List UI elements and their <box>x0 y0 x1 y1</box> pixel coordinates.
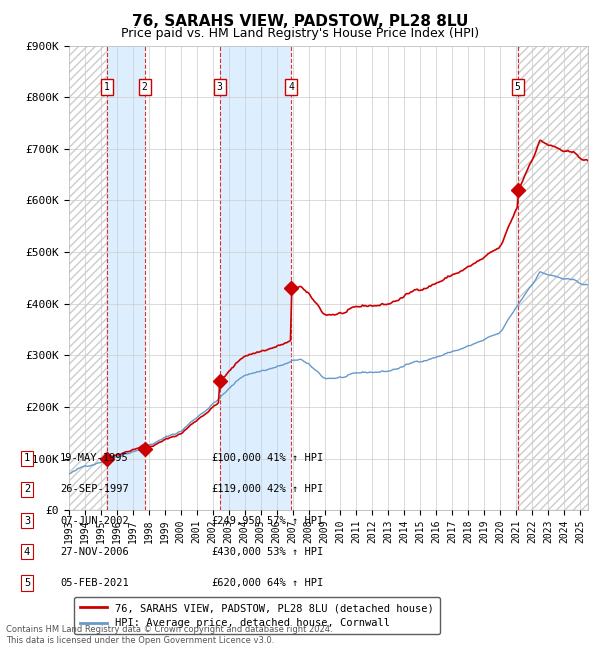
Bar <box>107 46 145 510</box>
Text: 57% ↑ HPI: 57% ↑ HPI <box>267 515 323 526</box>
Bar <box>518 46 588 510</box>
Text: 27-NOV-2006: 27-NOV-2006 <box>60 547 129 557</box>
Text: 1: 1 <box>104 82 110 92</box>
Bar <box>69 46 107 510</box>
Text: 5: 5 <box>24 578 30 588</box>
Text: 76, SARAHS VIEW, PADSTOW, PL28 8LU: 76, SARAHS VIEW, PADSTOW, PL28 8LU <box>132 14 468 29</box>
Text: £620,000: £620,000 <box>211 578 261 588</box>
Text: Contains HM Land Registry data © Crown copyright and database right 2024.
This d: Contains HM Land Registry data © Crown c… <box>6 625 332 645</box>
Text: 3: 3 <box>217 82 223 92</box>
Bar <box>291 46 518 510</box>
Text: £100,000: £100,000 <box>211 453 261 463</box>
Text: 05-FEB-2021: 05-FEB-2021 <box>60 578 129 588</box>
Text: 5: 5 <box>515 82 521 92</box>
Text: 2: 2 <box>24 484 30 495</box>
Bar <box>145 46 220 510</box>
Text: 2: 2 <box>142 82 148 92</box>
Text: 19-MAY-1995: 19-MAY-1995 <box>60 453 129 463</box>
Text: 07-JUN-2002: 07-JUN-2002 <box>60 515 129 526</box>
Text: 41% ↑ HPI: 41% ↑ HPI <box>267 453 323 463</box>
Text: £430,000: £430,000 <box>211 547 261 557</box>
Text: 3: 3 <box>24 515 30 526</box>
Text: 53% ↑ HPI: 53% ↑ HPI <box>267 547 323 557</box>
Text: 64% ↑ HPI: 64% ↑ HPI <box>267 578 323 588</box>
Text: 26-SEP-1997: 26-SEP-1997 <box>60 484 129 495</box>
Text: 42% ↑ HPI: 42% ↑ HPI <box>267 484 323 495</box>
Text: Price paid vs. HM Land Registry's House Price Index (HPI): Price paid vs. HM Land Registry's House … <box>121 27 479 40</box>
Text: 1: 1 <box>24 453 30 463</box>
Text: £249,950: £249,950 <box>211 515 261 526</box>
Text: £119,000: £119,000 <box>211 484 261 495</box>
Text: 4: 4 <box>288 82 294 92</box>
Bar <box>220 46 291 510</box>
Text: 4: 4 <box>24 547 30 557</box>
Legend: 76, SARAHS VIEW, PADSTOW, PL28 8LU (detached house), HPI: Average price, detache: 76, SARAHS VIEW, PADSTOW, PL28 8LU (deta… <box>74 597 440 634</box>
